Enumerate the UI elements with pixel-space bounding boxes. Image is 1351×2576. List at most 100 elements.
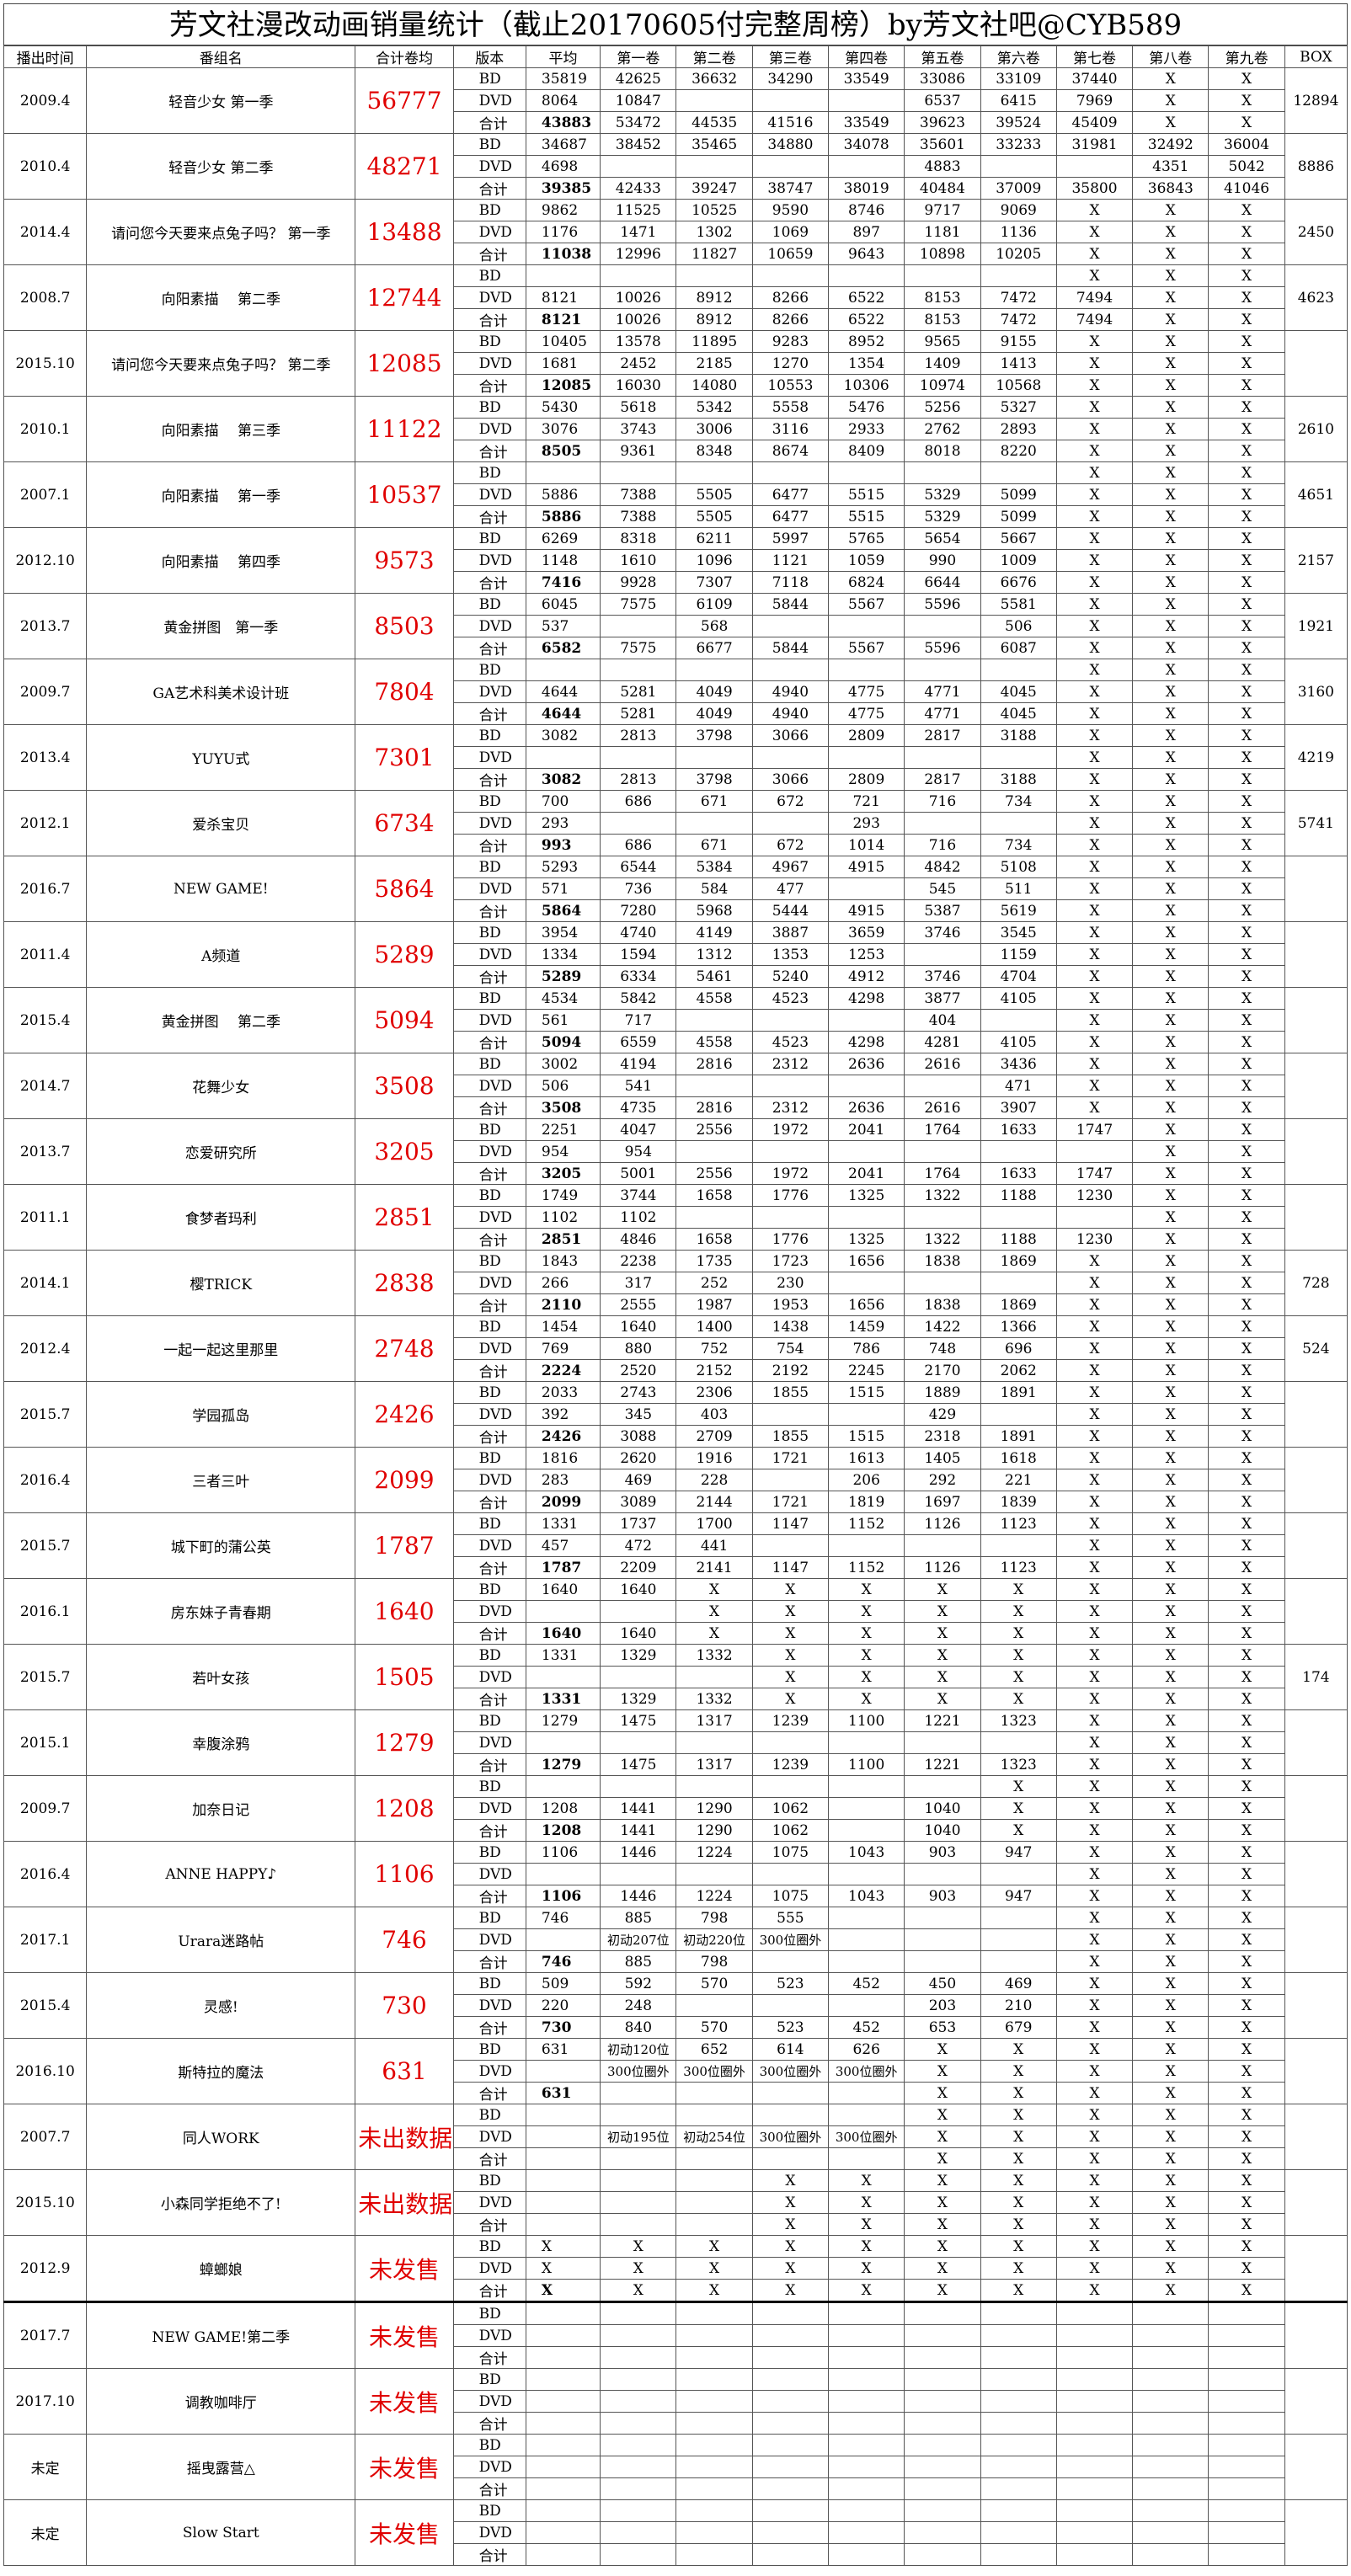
header-vol3: 第三卷 — [751, 45, 830, 68]
volume-cell: 4045 — [980, 680, 1057, 703]
volume-cell: 4558 — [676, 1031, 753, 1053]
average-cell: 12085 — [525, 374, 601, 397]
version-cell: DVD — [452, 1534, 526, 1557]
box-cell — [1284, 2235, 1348, 2302]
volume-cell: 2062 — [980, 1359, 1057, 1382]
volume-cell: 4523 — [751, 1031, 830, 1053]
volume-cell: X — [1132, 1009, 1209, 1032]
title-cell: YUYU式 — [86, 724, 356, 791]
volume-cell: 1889 — [904, 1381, 981, 1404]
volume-cell: X — [1055, 1950, 1134, 1973]
volume-cell: 1329 — [600, 1688, 677, 1710]
volume-cell: 404 — [904, 1009, 981, 1032]
table-row: 2012.1 爱杀宝贝 6734 BD 700 686 671 672 721 716 734 X X X… — [3, 790, 1348, 856]
average-cell: 9862 — [525, 199, 601, 221]
total-avg-cell: 未发售 — [355, 2434, 454, 2500]
volume-cell: 653 — [904, 2016, 981, 2039]
volume-cell: 1438 — [751, 1315, 830, 1338]
volume-cell — [980, 2346, 1057, 2369]
volume-cell: X — [1208, 2082, 1285, 2104]
box-cell: 728 — [1284, 1250, 1348, 1316]
title-cell: 同人WORK — [86, 2104, 356, 2170]
volume-cell: X — [1132, 1622, 1209, 1645]
volume-cell — [676, 659, 753, 681]
volume-cell: 7118 — [751, 571, 830, 594]
volume-cell: X — [1055, 2169, 1134, 2192]
volume-cell: 1972 — [751, 1162, 830, 1185]
volume-cell: X — [1055, 724, 1134, 747]
volume-cell: 1014 — [828, 834, 905, 856]
volume-cell: 10525 — [676, 199, 753, 221]
volume-cell: X — [1055, 483, 1134, 506]
volume-cell: 4915 — [828, 856, 905, 878]
volume-cell: X — [1208, 2169, 1285, 2192]
version-cell: BD — [452, 987, 526, 1010]
volume-cell: 10205 — [980, 243, 1057, 265]
box-cell — [1284, 1381, 1348, 1448]
table-row: 2015.7 学园孤岛 2426 BD 2033 2743 2306 1855 1515 1889… — [3, 1381, 1348, 1448]
volume-cell: 206 — [828, 1469, 905, 1491]
volume-cell: X — [1132, 1994, 1209, 2017]
volume-cell: X — [904, 2169, 981, 2192]
volume-cell: 7575 — [600, 593, 677, 616]
volume-cell — [600, 2499, 677, 2522]
volume-cell: 3887 — [751, 921, 830, 944]
table-row: DVD 5886 7388 5505 6477 5515 5329 5099 X X X — [4, 483, 1348, 506]
volume-cell: 5968 — [676, 899, 753, 922]
total-avg-cell: 5094 — [355, 987, 454, 1053]
volume-cell: X — [1208, 1381, 1285, 1404]
volume-cell — [600, 1666, 677, 1688]
volume-cell: X — [1208, 1994, 1285, 2017]
box-cell — [1284, 1907, 1348, 1973]
volume-cell: 1633 — [980, 1162, 1057, 1185]
volume-cell: X — [1132, 1709, 1209, 1732]
volume-cell: 300位圈外 — [600, 2060, 677, 2083]
volume-cell: X — [1055, 1250, 1134, 1272]
volume-cell: 1855 — [751, 1425, 830, 1448]
volume-cell: X — [1132, 1885, 1209, 1907]
volume-cell: 5667 — [980, 527, 1057, 550]
average-cell: 8064 — [525, 89, 601, 112]
average-cell — [525, 1928, 601, 1951]
volume-cell: 5558 — [751, 396, 830, 419]
total-avg-cell: 未出数据 — [355, 2104, 454, 2170]
volume-cell: 1329 — [600, 1644, 677, 1667]
version-cell: DVD — [452, 1600, 526, 1623]
air-date-cell: 2016.1 — [3, 1578, 88, 1645]
volume-cell — [676, 1075, 753, 1097]
air-date-cell: 2015.4 — [3, 1972, 88, 2039]
volume-cell — [1132, 2499, 1209, 2522]
volume-cell — [980, 1272, 1057, 1294]
volume-cell: 1325 — [828, 1228, 905, 1251]
volume-cell: X — [751, 2213, 830, 2236]
volume-cell: X — [1132, 2257, 1209, 2280]
volume-cell: 2817 — [904, 768, 981, 791]
volume-cell: X — [1132, 2169, 1209, 2192]
total-avg-cell: 12744 — [355, 264, 454, 331]
version-cell: DVD — [452, 1206, 526, 1229]
version-cell: 合计 — [452, 1228, 526, 1251]
volume-cell: X — [1055, 965, 1134, 988]
volume-cell: X — [1208, 1731, 1285, 1754]
table-row: 合计 5864 7280 5968 5444 4915 5387 5619 X X X — [4, 899, 1348, 922]
version-cell: BD — [452, 659, 526, 681]
volume-cell — [828, 1534, 905, 1557]
volume-cell: X — [1132, 2147, 1209, 2170]
volume-cell — [980, 461, 1057, 484]
volume-cell: X — [1132, 221, 1209, 243]
title-cell: 爱杀宝贝 — [86, 790, 356, 856]
volume-cell: X — [1055, 1381, 1134, 1404]
volume-cell: 3066 — [751, 768, 830, 791]
table-row: 2015.10 小森同学拒绝不了! 未出数据 BD X X X X X X X — [3, 2169, 1348, 2236]
volume-cell — [980, 2390, 1057, 2413]
average-cell — [525, 461, 601, 484]
header-vol9: 第九卷 — [1208, 45, 1285, 68]
volume-cell — [1055, 2477, 1134, 2500]
volume-cell: 752 — [676, 1337, 753, 1360]
volume-cell: X — [1055, 2147, 1134, 2170]
volume-cell: 1126 — [904, 1556, 981, 1579]
volume-cell: X — [1208, 221, 1285, 243]
volume-cell: X — [1055, 921, 1134, 944]
table-row: 合计 2110 2555 1987 1953 1656 1838 1869 X X X — [4, 1293, 1348, 1316]
volume-cell: 2556 — [676, 1162, 753, 1185]
